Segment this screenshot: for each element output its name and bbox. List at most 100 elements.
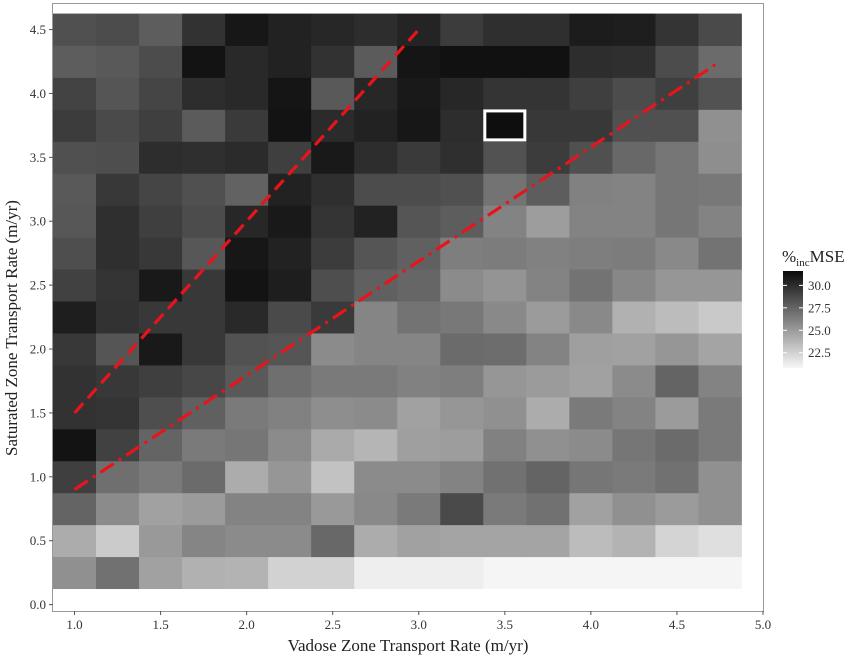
heatmap-cell [397,173,441,206]
heatmap-cell [440,13,484,46]
heatmap-cell [53,205,97,238]
heatmap-cell [612,77,656,110]
heatmap-cell [440,428,484,462]
heatmap-cell [182,492,226,526]
heatmap-cell [268,556,312,590]
heatmap-cell [655,492,699,526]
y-tick-label: 1.0 [30,469,46,484]
heatmap-cell [612,492,656,526]
heatmap-cell [225,556,269,590]
heatmap-cell [139,205,183,238]
heatmap-cell [53,109,97,142]
heatmap-cell [569,492,613,526]
heatmap-cell [440,173,484,206]
heatmap-cell [698,524,742,558]
heatmap-cell [569,396,613,430]
heatmap-cell [483,237,527,270]
heatmap-cell [311,77,355,110]
legend-tick-label: 27.5 [808,300,831,315]
heatmap-cell [526,13,570,46]
heatmap-cell [311,269,355,302]
heatmap-cell [96,173,140,206]
heatmap-cell [483,269,527,302]
legend-title-suffix: MSE [810,247,845,266]
heatmap-cell [225,269,269,302]
x-tick-label: 5.0 [755,617,771,632]
heatmap-cell [569,77,613,110]
heatmap-cell [311,524,355,558]
heatmap-cell [698,428,742,462]
heatmap-cell [526,173,570,206]
heatmap-cell [655,109,699,142]
heatmap-cell [655,77,699,110]
heatmap-cell [698,460,742,494]
heatmap-cell [182,237,226,270]
heatmap-cell [311,45,355,78]
highlight-cell-group [483,109,527,142]
heatmap-cell [139,333,183,366]
x-tick-label: 1.0 [66,617,82,632]
heatmap-cell [612,45,656,78]
x-tick-label: 4.5 [669,617,685,632]
heatmap-cell [354,205,398,238]
heatmap-cell [483,45,527,78]
legend-title: %incMSE [782,247,845,269]
y-tick-label: 4.5 [30,22,46,37]
dashdot-reference-line [73,60,721,491]
heatmap-cell [311,428,355,462]
heatmap-cell [612,333,656,366]
heatmap-cell [268,428,312,462]
heatmap-cell [225,524,269,558]
heatmap-cell [397,109,441,142]
y-tick-label: 4.0 [30,86,46,101]
heatmap-cell [225,492,269,526]
heatmap-cell [698,556,742,590]
heatmap-cell [655,237,699,270]
heatmap-cell [655,173,699,206]
heatmap-cell [483,301,527,334]
heatmap-cell [612,524,656,558]
heatmap-cell [182,13,226,46]
heatmap-cell [483,396,527,430]
heatmap-cell [268,365,312,398]
heatmap-cell [268,205,312,238]
heatmap-cell [655,428,699,462]
heatmap-cell [526,460,570,494]
heatmap-cell [569,428,613,462]
reference-lines [73,28,721,491]
heatmap-cell [526,269,570,302]
heatmap-cell [139,77,183,110]
heatmap-cell [655,396,699,430]
dashed-reference-line [73,28,420,414]
heatmap-cell [526,396,570,430]
legend-colorbar [783,271,803,368]
x-tick-label: 2.0 [239,617,255,632]
heatmap-cell [53,524,97,558]
heatmap-cell [397,396,441,430]
heatmap-cell [182,556,226,590]
heatmap-cell [440,492,484,526]
y-tick-label: 0.0 [30,597,46,612]
heatmap-cell [612,109,656,142]
heatmap-cell [612,365,656,398]
heatmap-cell [698,333,742,366]
heatmap-cell [354,109,398,142]
heatmap-cell [698,173,742,206]
heatmap-cell [483,141,527,174]
heatmap-cell [526,365,570,398]
heatmap-cell [139,556,183,590]
heatmap-cell [698,141,742,174]
heatmap-cell [526,492,570,526]
heatmap-cell [526,428,570,462]
heatmap-cell [354,173,398,206]
heatmap-cell [311,333,355,366]
heatmap-cell [612,301,656,334]
heatmap-cell [139,13,183,46]
heatmap-cell [53,333,97,366]
heatmap-cell [526,141,570,174]
heatmap-cell [311,396,355,430]
heatmap-cell [440,365,484,398]
heatmap-cell [53,365,97,398]
heatmap-cell [698,365,742,398]
